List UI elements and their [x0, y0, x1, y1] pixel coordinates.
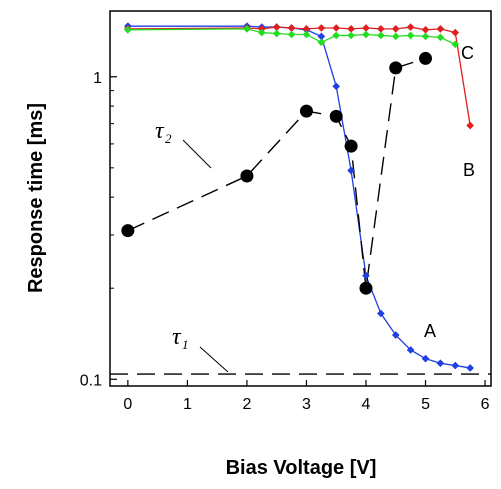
tau2-point-6: [389, 61, 403, 75]
series-0-point-14: [436, 359, 445, 368]
series-2-point-2: [257, 28, 266, 37]
label-tau2: τ: [155, 118, 165, 144]
series-1-point-4: [287, 24, 296, 32]
label-tau1-sub: 1: [182, 337, 189, 352]
series-2-point-11: [391, 32, 400, 41]
tau2-point-3: [329, 109, 343, 123]
series-1-point-9: [362, 24, 370, 32]
label-tau1: τ: [172, 324, 182, 350]
plot-frame: [109, 10, 492, 387]
series-2-point-0: [124, 25, 132, 34]
label-C: C: [461, 43, 474, 63]
series-2-point-9: [362, 30, 370, 39]
series-line-2: [127, 28, 456, 45]
series-0-point-12: [406, 346, 415, 354]
series-2-point-7: [332, 31, 341, 40]
series-2-point-4: [287, 30, 296, 39]
series-1-point-11: [391, 25, 400, 33]
tau2-point-4: [344, 139, 358, 153]
x-tick-label-4: 4: [362, 396, 371, 413]
series-2-point-3: [272, 29, 281, 38]
series-1-point-15: [451, 28, 460, 37]
series-2-point-15: [451, 40, 460, 49]
x-axis-title: Bias Voltage [V]: [226, 457, 377, 479]
series-2-point-8: [347, 31, 355, 40]
annotations: A B C τ 2 τ 1: [155, 43, 475, 373]
series-0-point-10: [377, 309, 385, 318]
series-line-0: [127, 25, 471, 369]
label-tau2-sub: 2: [165, 131, 172, 146]
series-0-point-7: [332, 82, 341, 91]
tau2-leader-line: [182, 139, 212, 169]
tau2-point-0: [121, 224, 135, 238]
x-tick-label-5: 5: [421, 396, 430, 413]
series-1-point-8: [347, 25, 355, 33]
series-2-point-12: [406, 31, 415, 40]
series-0-point-15: [451, 361, 460, 370]
y-axis-title: Response time [ms]: [25, 103, 47, 293]
series-1-point-12: [406, 23, 415, 31]
tick-labels: 0 1 2 3 4 5 6 0.1 1: [80, 70, 490, 413]
series-2-point-1: [243, 25, 251, 33]
series-1-point-3: [272, 23, 281, 31]
x-tick-label-1: 1: [183, 396, 192, 413]
series-1-point-10: [377, 25, 385, 33]
series-0-point-11: [391, 331, 400, 339]
series-2-point-6: [317, 38, 326, 47]
series-0-point-13: [421, 354, 430, 363]
y-tick-label-0.1: 0.1: [80, 372, 102, 389]
label-A: A: [424, 321, 436, 341]
tau1-leader-line: [199, 346, 229, 373]
series-line-3: [127, 57, 426, 289]
label-B: B: [463, 160, 475, 180]
series-2-point-13: [421, 32, 430, 41]
series-1-point-13: [421, 25, 430, 34]
series-1-point-16: [466, 121, 474, 130]
series-markers: [121, 22, 474, 372]
x-tick-label-2: 2: [242, 396, 251, 413]
series-0-point-16: [466, 364, 474, 372]
series-line-1: [127, 26, 471, 126]
tau2-point-1: [240, 169, 254, 183]
series-0-point-8: [347, 166, 355, 175]
series-2-point-14: [436, 33, 445, 42]
x-tick-label-3: 3: [302, 396, 311, 413]
tau2-point-7: [419, 51, 433, 65]
x-tick-label-6: 6: [481, 396, 490, 413]
series-2-point-10: [377, 31, 385, 40]
series-1-point-6: [317, 24, 326, 32]
axis-ticks: [110, 76, 486, 386]
series-2-point-5: [302, 30, 311, 39]
series-1-point-14: [436, 25, 445, 33]
x-tick-label-0: 0: [123, 396, 132, 413]
tau2-point-2: [299, 104, 313, 118]
series-1-point-7: [332, 24, 341, 32]
y-tick-label-1: 1: [93, 70, 102, 87]
tau2-point-5: [359, 281, 373, 295]
series-0-point-9: [362, 271, 370, 280]
